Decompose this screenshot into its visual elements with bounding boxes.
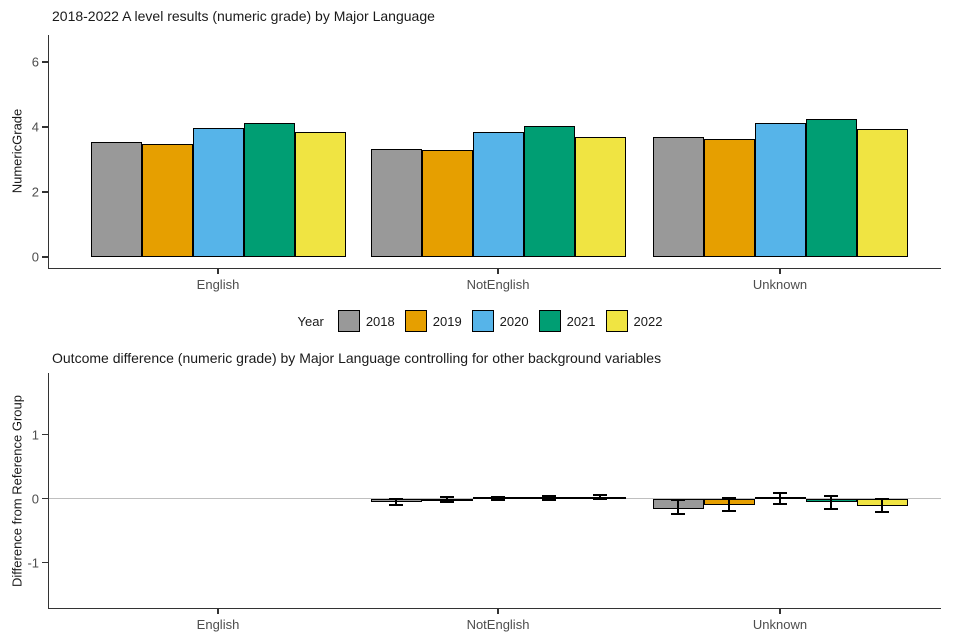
bottom-zero-reference-line — [49, 497, 941, 500]
top-x-tick-label-notenglish: NotEnglish — [466, 277, 530, 292]
top-x-tick-label-english: English — [196, 277, 240, 292]
bottom-errorbar-cap-top-2021-unknown — [824, 494, 838, 497]
legend-item-2018: 2018 — [337, 310, 395, 332]
top-y-tick-label-4: 4 — [31, 119, 39, 135]
bottom-errorbar-2018-notenglish — [395, 499, 397, 505]
top-y-tick-mark-2 — [42, 191, 49, 193]
bottom-x-tick-label-english: English — [196, 617, 240, 632]
legend-swatch-2022 — [605, 310, 628, 332]
top-bar-2021-english — [243, 122, 295, 257]
bottom-errorbar-cap-bottom-2018-unknown — [671, 512, 685, 515]
bottom-errorbar-cap-top-2018-notenglish — [389, 498, 403, 501]
top-y-tick-label-6: 6 — [31, 54, 39, 70]
bottom-errorbar-cap-bottom-2022-unknown — [875, 510, 889, 513]
bottom-errorbar-cap-bottom-2022-notenglish — [593, 497, 607, 500]
bottom-errorbar-2020-notenglish — [497, 496, 499, 500]
top-bar-2019-notenglish — [421, 150, 473, 257]
top-y-tick-label-2: 2 — [31, 184, 39, 200]
bottom-y-tick-label-1: 1 — [31, 427, 39, 442]
top-y-tick-mark-0 — [42, 256, 49, 258]
bottom-x-tick-mark-unknown — [779, 609, 781, 614]
bottom-errorbar-cap-bottom-2019-unknown — [722, 510, 736, 513]
top-bar-2022-notenglish — [574, 137, 626, 257]
bottom-x-tick-mark-notenglish — [497, 609, 499, 614]
bottom-y-tick-mark-0 — [42, 497, 49, 500]
bottom-errorbar-2019-unknown — [728, 497, 730, 512]
legend-label-2020: 2020 — [499, 313, 529, 329]
legend: Year 2018 2019 2020 2021 2022 — [0, 303, 960, 339]
bottom-errorbar-cap-top-2019-notenglish — [440, 496, 454, 499]
bottom-errorbar-cap-top-2020-notenglish — [491, 495, 505, 498]
top-bar-2020-english — [192, 128, 244, 257]
bottom-errorbar-2020-unknown — [779, 493, 781, 504]
legend-title: Year — [297, 313, 324, 329]
top-x-tick-mark-english — [217, 269, 219, 274]
top-x-tick-mark-notenglish — [497, 269, 499, 274]
top-bar-2018-english — [90, 142, 142, 257]
legend-swatch-2019 — [404, 310, 427, 332]
bottom-errorbar-2019-notenglish — [446, 497, 448, 502]
top-y-tick-mark-4 — [42, 126, 49, 128]
bottom-y-tick-label--1: -1 — [27, 555, 39, 570]
top-bar-2018-unknown — [652, 136, 704, 257]
bottom-y-tick-mark--1 — [42, 561, 49, 564]
legend-swatch-2018 — [337, 310, 360, 332]
top-chart-title: 2018-2022 A level results (numeric grade… — [52, 8, 435, 24]
bottom-errorbar-2022-unknown — [881, 498, 883, 512]
legend-swatch-2020 — [471, 310, 494, 332]
legend-label-2022: 2022 — [633, 313, 663, 329]
bottom-errorbar-2018-unknown — [677, 499, 679, 514]
legend-item-2020: 2020 — [471, 310, 529, 332]
bottom-errorbar-cap-bottom-2019-notenglish — [440, 500, 454, 503]
legend-label-2018: 2018 — [365, 313, 395, 329]
bottom-errorbar-cap-bottom-2020-unknown — [773, 502, 787, 505]
bottom-chart-title: Outcome difference (numeric grade) by Ma… — [52, 350, 662, 366]
top-y-tick-label-0: 0 — [31, 249, 39, 265]
bottom-errorbar-cap-top-2021-notenglish — [542, 494, 556, 497]
top-bar-2021-notenglish — [523, 126, 575, 257]
top-y-tick-mark-6 — [42, 61, 49, 63]
bottom-errorbar-cap-bottom-2020-notenglish — [491, 498, 505, 501]
top-x-tick-mark-unknown — [779, 269, 781, 274]
bottom-x-tick-label-unknown: Unknown — [752, 617, 808, 632]
bottom-errorbar-cap-top-2018-unknown — [671, 498, 685, 501]
top-bar-2020-unknown — [754, 123, 806, 257]
bottom-x-tick-label-notenglish: NotEnglish — [466, 617, 530, 632]
bottom-errorbar-cap-bottom-2021-unknown — [824, 508, 838, 511]
bottom-y-tick-label-0: 0 — [31, 491, 39, 506]
bottom-errorbar-2021-unknown — [830, 495, 832, 510]
bottom-errorbar-cap-top-2019-unknown — [722, 496, 736, 499]
top-bar-2021-unknown — [805, 118, 857, 257]
bottom-errorbar-cap-top-2022-notenglish — [593, 493, 607, 496]
legend-swatch-2021 — [538, 310, 561, 332]
legend-item-2021: 2021 — [538, 310, 596, 332]
bottom-errorbar-cap-top-2022-unknown — [875, 497, 889, 500]
bottom-chart-plot-area: 1 0 -1 English NotEnglish Unknown — [27, 373, 941, 632]
top-bar-2019-unknown — [703, 138, 755, 257]
bottom-x-tick-mark-english — [217, 609, 219, 614]
bottom-errorbar-cap-top-2020-unknown — [773, 492, 787, 495]
legend-item-2022: 2022 — [605, 310, 663, 332]
bottom-errorbar-cap-bottom-2018-notenglish — [389, 503, 403, 506]
bottom-errorbar-2021-notenglish — [548, 495, 550, 500]
top-x-tick-label-unknown: Unknown — [752, 277, 808, 292]
top-bar-2022-english — [294, 132, 346, 257]
bottom-chart: Outcome difference (numeric grade) by Ma… — [0, 345, 960, 640]
top-bar-2022-unknown — [856, 128, 908, 257]
top-chart-plot-area: 0 2 4 6 English NotEnglish Unknown — [32, 35, 941, 292]
legend-item-2019: 2019 — [404, 310, 462, 332]
top-bar-2020-notenglish — [472, 131, 524, 257]
bottom-errorbar-cap-bottom-2021-notenglish — [542, 498, 556, 501]
top-bar-2019-english — [141, 144, 193, 257]
bottom-errorbar-2022-notenglish — [599, 494, 601, 499]
top-chart: 2018-2022 A level results (numeric grade… — [10, 8, 941, 292]
bottom-y-tick-mark-1 — [42, 433, 49, 436]
top-bar-2018-notenglish — [370, 148, 422, 257]
legend-label-2019: 2019 — [432, 313, 462, 329]
legend-label-2021: 2021 — [566, 313, 596, 329]
